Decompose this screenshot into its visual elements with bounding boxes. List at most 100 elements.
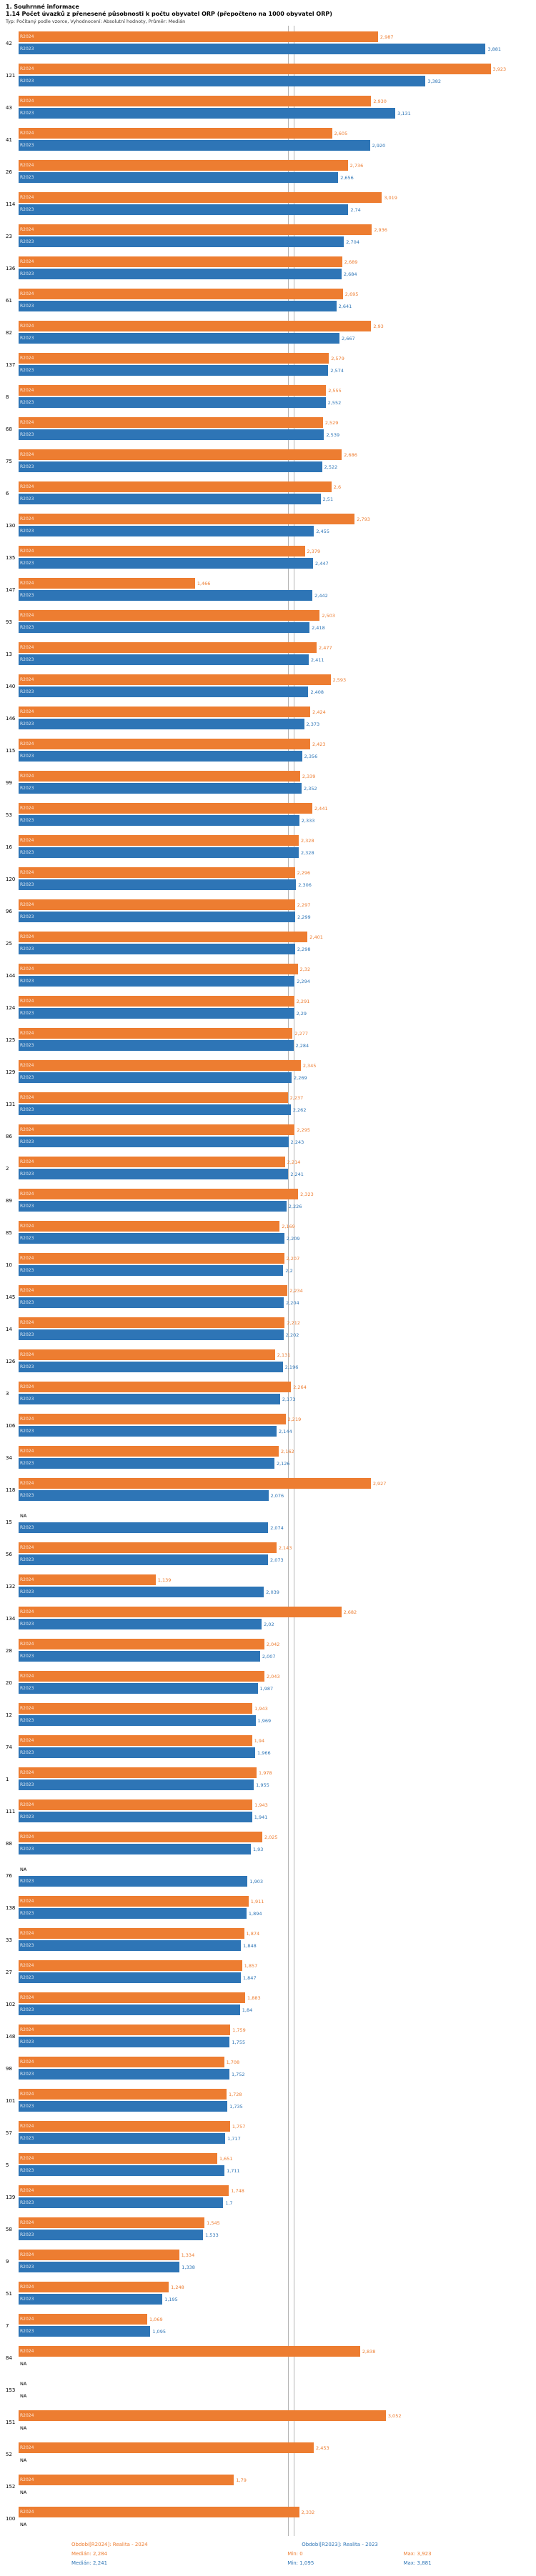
bar-r2024: R2024 (19, 2089, 227, 2100)
bar-row-r2023: R2023 2,920 (19, 140, 536, 151)
bar-row-r2023: R2023 2,539 (19, 429, 536, 441)
bar-r2023: R2023 (19, 2262, 180, 2272)
value-label: 2,226 (288, 1203, 302, 1209)
series-tag: R2023 (20, 947, 34, 952)
bar-row-r2023: R2023 1,711 (19, 2165, 536, 2177)
bar-r2024: R2024 (19, 932, 308, 942)
bar-row-r2023: NA (19, 2422, 536, 2434)
category-label: 75 (6, 458, 12, 464)
series-tag: R2024 (20, 1031, 34, 1036)
bar-pair: R2024 2,93 R2023 2,667 (19, 321, 536, 345)
bar-row-r2024: R2024 2,297 (19, 899, 536, 911)
value-label: 2,352 (304, 785, 317, 792)
bar-row-r2023: R2023 1,338 (19, 2262, 536, 2273)
bar-r2023: R2023 (19, 269, 342, 279)
bar-row-r2023: R2023 2,352 (19, 783, 536, 794)
category-label: 53 (6, 812, 12, 818)
bar-r2024: R2024 (19, 417, 323, 428)
bar-group: 98 R2024 1,708 R2023 1,752 (0, 2052, 536, 2085)
bar-group: 102 R2024 1,883 R2023 1,84 (0, 1988, 536, 2020)
bar-group: 135 R2024 2,379 R2023 2,447 (0, 541, 536, 574)
category-label: 131 (6, 1101, 16, 1107)
series-tag: R2024 (20, 131, 34, 136)
legend-footer: Období[R2024]: Realita - 2024 Období[R20… (0, 2536, 536, 2574)
bar-r2023: R2023 (19, 1779, 254, 1790)
bar-pair: R2024 1,248 R2023 1,195 (19, 2282, 536, 2306)
value-label: 2,539 (326, 431, 340, 438)
value-label: 1,955 (256, 1782, 269, 1788)
series-tag: R2024 (20, 2445, 34, 2450)
bar-row-r2024: R2024 2,682 (19, 1607, 536, 1618)
series-tag: R2023 (20, 1364, 34, 1369)
bar-r2024: R2024 (19, 1349, 275, 1360)
bar-group: 138 R2024 1,911 R2023 1,894 (0, 1892, 536, 1924)
series-tag: R2024 (20, 549, 34, 554)
category-label: 74 (6, 1744, 12, 1750)
bar-r2024: R2024 (19, 31, 378, 42)
series-tag: R2024 (20, 1127, 34, 1132)
value-label: 2,162 (281, 1448, 294, 1454)
bar-pair: R2024 1,757 R2023 1,717 (19, 2121, 536, 2145)
series-tag: R2024 (20, 1995, 34, 2000)
bar-row-r2024: R2024 1,911 (19, 1896, 536, 1907)
category-label: 20 (6, 1679, 12, 1686)
value-label: 2,297 (297, 902, 311, 908)
bar-row-r2024: R2024 1,757 (19, 2121, 536, 2132)
bar-row-r2023: R2023 2,333 (19, 815, 536, 827)
series-tag: R2023 (20, 1686, 34, 1691)
series-tag: R2024 (20, 1192, 34, 1197)
series-tag: R2023 (20, 1750, 34, 1755)
series-tag: R2023 (20, 2040, 34, 2045)
bar-row-r2024: R2024 1,334 (19, 2250, 536, 2261)
bar-r2024: R2024 (19, 1735, 252, 1746)
value-label: 2,296 (297, 869, 311, 876)
bar-group: 6 R2024 2,6 R2023 2,51 (0, 477, 536, 509)
bar-group: 132 R2024 1,139 R2023 2,039 (0, 1570, 536, 1602)
value-label: 1,7 (225, 2200, 233, 2206)
bar-group: 88 R2024 2,025 R2023 1,93 (0, 1827, 536, 1859)
bar-row-r2024: R2024 2,987 (19, 31, 536, 43)
bar-group: 124 R2024 2,291 R2023 2,29 (0, 992, 536, 1024)
bar-group: 75 R2024 2,686 R2023 2,522 (0, 445, 536, 477)
value-label: 2,298 (297, 946, 311, 952)
bar-pair: R2024 1,978 R2023 1,955 (19, 1767, 536, 1792)
bar-r2024: R2024 (19, 514, 355, 524)
bar-group: 8 R2024 2,555 R2023 2,552 (0, 381, 536, 413)
bar-r2024: R2024 (19, 2153, 217, 2164)
value-label: 3,923 (492, 66, 507, 72)
bar-r2023: R2023 (19, 1651, 260, 1662)
bar-pair: R2024 2,237 R2023 2,262 (19, 1092, 536, 1117)
bar-group: 115 R2024 2,423 R2023 2,356 (0, 734, 536, 767)
bar-row-r2024: R2024 2,453 (19, 2442, 536, 2454)
bar-row-r2023: NA (19, 2487, 536, 2498)
bar-r2024: R2024 (19, 1542, 277, 1553)
bar-r2024: R2024 (19, 353, 329, 364)
series-tag: R2024 (20, 2477, 34, 2482)
bar-row-r2024: R2024 2,323 (19, 1189, 536, 1200)
value-label: 2,379 (307, 548, 321, 554)
bar-row-r2024: R2024 1,545 (19, 2217, 536, 2229)
series-tag: R2023 (20, 1943, 34, 1948)
chart-subtitle: Typ: Počítaný podle vzorce, Vyhodnocení:… (6, 19, 186, 24)
value-label: 2,284 (295, 1042, 309, 1049)
bar-r2023: R2023 (19, 494, 321, 504)
category-label: 5 (6, 2162, 9, 2168)
series-tag: R2023 (20, 2265, 34, 2270)
bar-r2024: R2024 (19, 1414, 286, 1424)
bar-row-r2024: R2024 2,042 (19, 1639, 536, 1650)
bar-r2024: R2024 (19, 2410, 386, 2421)
value-label: 2,02 (264, 1621, 274, 1627)
bar-r2024: R2024 (19, 2346, 360, 2357)
category-label: 3 (6, 1390, 9, 1397)
bar-r2024: R2024 (19, 1799, 253, 1810)
bar-row-r2024: R2024 1,883 (19, 1992, 536, 2004)
value-label: 2,682 (343, 1609, 357, 1615)
series-tag: R2023 (20, 2232, 34, 2237)
value-label: 2,196 (284, 1364, 299, 1370)
bar-r2023: R2023 (19, 2005, 240, 2015)
bar-group: 148 R2024 1,759 R2023 1,755 (0, 2020, 536, 2052)
series-tag: R2024 (20, 163, 34, 168)
bar-r2024: R2024 (19, 964, 298, 974)
value-label: 2,328 (300, 849, 314, 856)
series-tag: R2023 (20, 432, 34, 437)
